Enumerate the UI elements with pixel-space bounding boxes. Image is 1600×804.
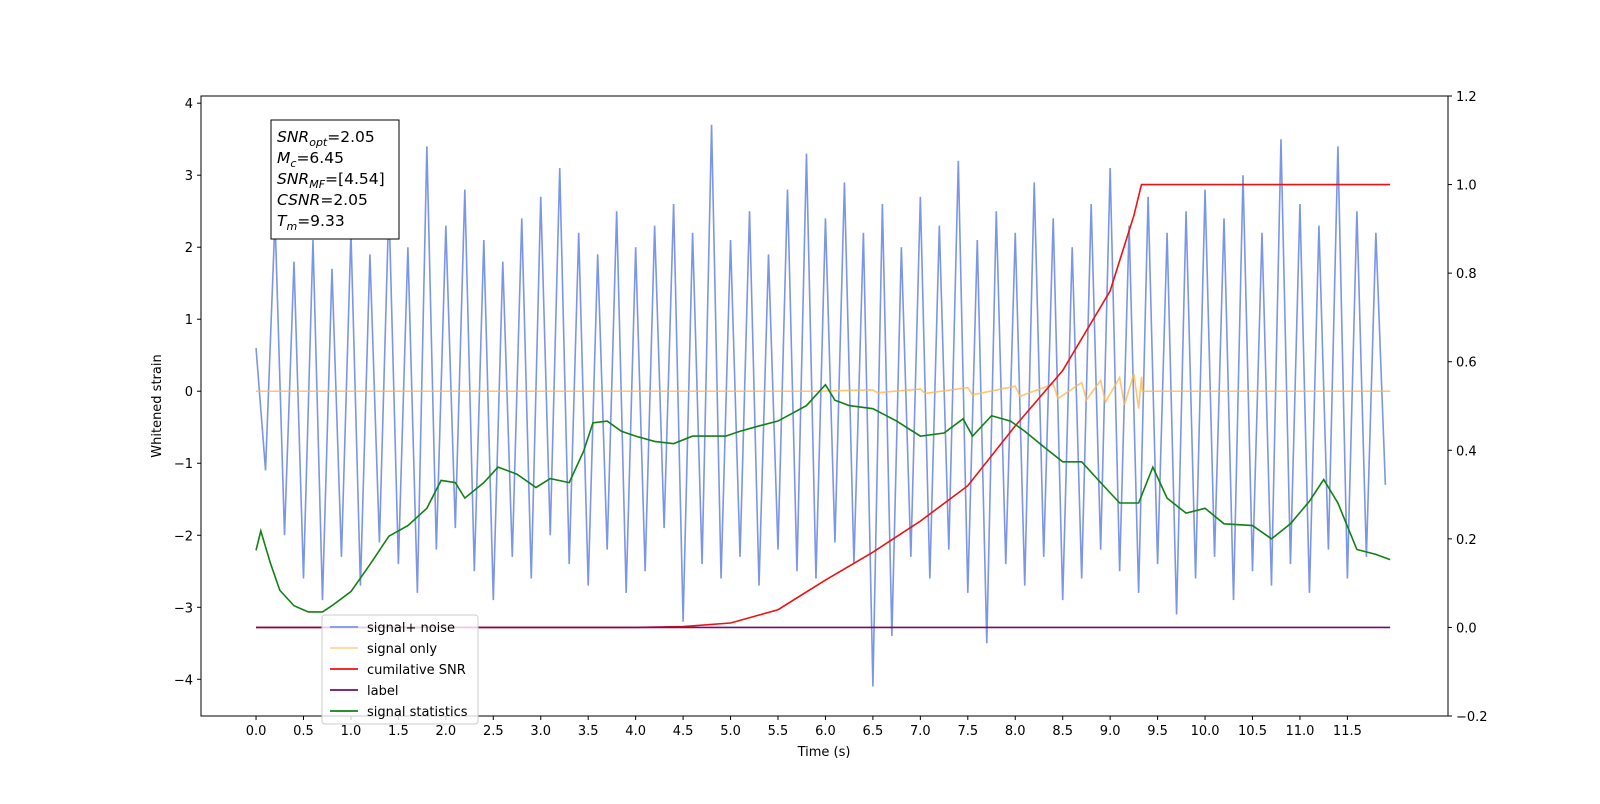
annotation-value: =2.05 [327,128,375,146]
x-tick-label: 11.0 [1285,724,1314,739]
y-tick-label: 1 [185,313,193,328]
y-tick-label: −3 [174,601,193,616]
axes-frame [200,95,1449,717]
legend-label: signal statistics [367,705,468,720]
x-tick-label: 8.0 [1005,724,1026,739]
x-tick-label: 2.0 [436,724,457,739]
legend-frame [321,614,479,725]
legend: signal+ noise signal only cumilative SNR la… [321,614,479,725]
x-tick-label: 10.0 [1191,724,1220,739]
annotation-line: Tm=9.33 [277,212,345,233]
x-tick-label: 9.0 [1100,724,1121,739]
y2-tick-label: 0.8 [1456,267,1477,282]
annotation-symbol: CSNR [277,191,320,209]
y2-tick-label: 0.2 [1456,533,1477,548]
x-tick-label: 4.5 [673,724,694,739]
x-tick-label: 1.0 [341,724,362,739]
series-line [255,383,1391,613]
x-tick-label: 8.5 [1052,724,1073,739]
annotation-symbol: SNR [277,170,309,188]
annotation-value: =9.33 [297,212,345,230]
y2-tick-label: 0.0 [1456,621,1477,636]
legend-label: signal+ noise [367,621,455,636]
annotation-value: =2.05 [320,191,368,209]
y2-tick-label: 1.2 [1456,90,1477,105]
x-tick-label: 7.5 [957,724,978,739]
x-axis-label: Time (s) [797,745,851,760]
annotation-box: SNRopt=2.05Mc=6.45SNRMF=[4.54]CSNR=2.05T… [270,119,400,240]
y2-tick-label: 0.6 [1456,356,1477,371]
x-tick-label: 7.0 [910,724,931,739]
x-tick-label: 9.5 [1147,724,1168,739]
legend-label: cumilative SNR [367,663,466,678]
annotation-symbol: T [277,212,288,230]
annotation-value: =6.45 [296,149,344,167]
annotation-subscript: m [286,220,297,233]
x-tick-label: 11.5 [1333,724,1362,739]
annotation-line: SNRMF=[4.54] [277,170,385,191]
x-tick-label: 3.5 [578,724,599,739]
annotation-value: =[4.54] [325,170,385,188]
y-tick-label: −4 [174,673,193,688]
y-tick-label: −2 [174,529,193,544]
x-tick-label: 4.0 [625,724,646,739]
y2-tick-label: 1.0 [1456,179,1477,194]
annotation-line: SNRopt=2.05 [277,128,375,149]
y-axis-label: Whitened strain [150,354,165,457]
annotation-subscript: c [290,157,296,170]
annotation-frame [270,119,400,240]
x-tick-label: 0.0 [246,724,267,739]
x-tick-label: 0.5 [293,724,314,739]
series-line [255,124,1387,687]
series-line [256,373,1391,409]
legend-label: signal only [367,642,437,657]
x-tick-label: 3.0 [530,724,551,739]
x-tick-label: 5.5 [768,724,789,739]
annotation-symbol: SNR [277,128,309,146]
y-tick-label: 0 [185,385,193,400]
plot-area [255,124,1391,687]
y-tick-label: 4 [185,97,193,112]
y2-tick-label: 0.4 [1456,444,1477,459]
series-line [256,183,1391,629]
x-tick-label: 10.5 [1238,724,1267,739]
y-tick-label: 3 [185,169,193,184]
annotation-subscript: opt [309,136,328,149]
y-tick-label: −1 [174,457,193,472]
x-tick-label: 2.5 [483,724,504,739]
x-tick-label: 5.0 [720,724,741,739]
annotation-subscript: MF [309,178,325,191]
annotation-symbol: M [277,149,290,167]
annotation-line: Mc=6.45 [277,149,344,170]
x-tick-label: 6.5 [863,724,884,739]
annotation-line: CSNR=2.05 [277,191,368,209]
y2-tick-label: −0.2 [1456,710,1488,725]
x-tick-label: 6.0 [815,724,836,739]
x-tick-label: 1.5 [388,724,409,739]
legend-label: label [367,684,398,699]
y-tick-label: 2 [185,241,193,256]
